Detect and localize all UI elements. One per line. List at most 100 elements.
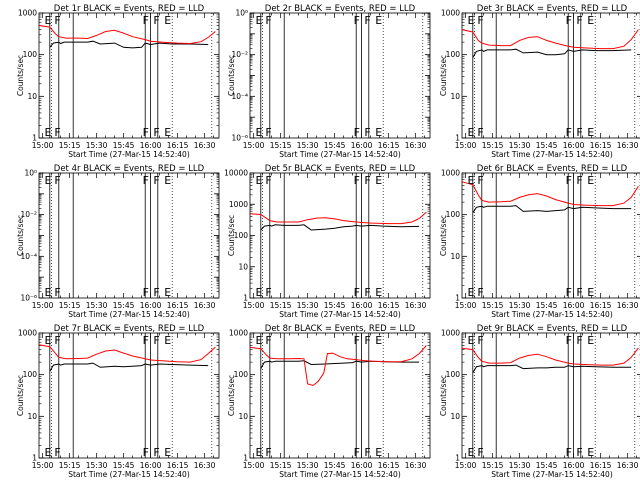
flag-label: F (153, 14, 159, 27)
y-tick-label: 100 (234, 370, 249, 379)
x-tick-label: 15:45 (113, 301, 135, 310)
x-axis-label: Start Time (27-Mar-15 14:52:40) (68, 470, 190, 479)
x-tick-label: 16:15 (378, 141, 400, 150)
flag-label: E (256, 446, 263, 459)
y-axis-label: Counts/sec (227, 375, 236, 416)
x-tick-label: 15:00 (455, 301, 477, 310)
y-tick-label: 10 (238, 412, 248, 421)
y-tick-label: 1000 (229, 329, 248, 338)
y-tick-label: 1000 (441, 9, 460, 18)
x-tick-label: 15:45 (324, 461, 346, 470)
x-tick-label: 16:00 (140, 461, 162, 470)
flag-label: F (265, 286, 271, 299)
chart-panel: Det 9r BLACK = Events, RED = LLD 1 10 100 10… (439, 324, 640, 479)
flag-label: E (468, 14, 475, 27)
flag-label: F (54, 446, 60, 459)
flag-label: E (375, 334, 382, 347)
flag-label: E (164, 446, 171, 459)
x-tick-label: 16:30 (617, 301, 639, 310)
x-tick-label: 15:45 (113, 461, 135, 470)
chart-panel: Det 8r BLACK = Events, RED = LLD 1 10 100 10… (227, 324, 431, 479)
y-tick-label: 10 (27, 92, 37, 101)
x-tick-label: 16:30 (405, 461, 427, 470)
y-tick-label: 1000 (441, 329, 460, 338)
lld-series-line (461, 347, 639, 366)
flag-label: E (375, 174, 382, 187)
flag-label: F (265, 334, 271, 347)
flag-label: E (45, 14, 52, 27)
x-tick-label: 16:30 (617, 461, 639, 470)
events-series-line (49, 40, 209, 49)
flag-label: F (566, 14, 572, 27)
flag-label: F (54, 286, 60, 299)
x-axis-label: Start Time (27-Mar-15 14:52:40) (491, 150, 613, 159)
x-tick-label: 15:45 (536, 461, 558, 470)
flag-label: F (576, 126, 582, 139)
flag-label: F (364, 126, 370, 139)
flag-label: F (477, 286, 483, 299)
y-tick-label: 10 (450, 412, 460, 421)
events-series-line (260, 224, 420, 231)
x-tick-label: 15:45 (113, 141, 135, 150)
flag-label: E (164, 14, 171, 27)
x-tick-label: 16:15 (378, 301, 400, 310)
x-tick-label: 16:15 (167, 301, 189, 310)
flag-label: E (375, 126, 382, 139)
flag-label: F (477, 334, 483, 347)
y-tick-label: 1 (455, 454, 460, 463)
flag-label: F (364, 14, 370, 27)
y-tick-label: 10⁰ (235, 9, 248, 18)
x-tick-label: 15:30 (86, 141, 108, 150)
flag-label: E (587, 334, 594, 347)
lld-series-line (249, 345, 427, 387)
plot-frame (461, 332, 640, 459)
chart-title: Det 3r BLACK = Events, RED = LLD (477, 4, 628, 14)
x-tick-label: 15:00 (243, 301, 265, 310)
flag-label: E (587, 126, 594, 139)
x-tick-label: 15:15 (59, 461, 81, 470)
chart-panel: Det 3r BLACK = Events, RED = LLD 1 10 100 10… (439, 4, 640, 159)
flag-label: E (164, 334, 171, 347)
x-tick-label: 15:30 (297, 141, 319, 150)
x-tick-label: 16:00 (563, 301, 585, 310)
y-tick-label: 10000 (224, 169, 248, 178)
flag-label: F (576, 174, 582, 187)
x-tick-label: 16:00 (140, 141, 162, 150)
x-tick-label: 15:15 (270, 461, 292, 470)
x-tick-label: 15:00 (32, 461, 54, 470)
flag-label: F (153, 446, 159, 459)
y-axis-label: Counts/sec (439, 215, 448, 256)
x-axis-label: Start Time (27-Mar-15 14:52:40) (491, 470, 613, 479)
x-tick-label: 15:15 (59, 141, 81, 150)
y-tick-label: 10⁻⁶ (231, 134, 248, 143)
flag-label: E (45, 174, 52, 187)
chart-panel: Det 2r BLACK = Events, RED = LLD 10⁻⁶ 10⁻⁴… (227, 4, 431, 159)
x-tick-label: 15:00 (455, 461, 477, 470)
flag-label: E (375, 14, 382, 27)
x-tick-label: 16:15 (590, 301, 612, 310)
chart-panel: Det 5r BLACK = Events, RED = LLD 1 10 100 10… (224, 164, 431, 319)
x-tick-label: 15:45 (324, 301, 346, 310)
flag-label: F (364, 174, 370, 187)
flag-label: F (354, 14, 360, 27)
flag-label: F (566, 446, 572, 459)
flag-label: F (153, 126, 159, 139)
x-tick-label: 15:30 (297, 461, 319, 470)
y-tick-label: 1000 (441, 169, 460, 178)
x-tick-label: 15:15 (270, 301, 292, 310)
flag-label: F (566, 174, 572, 187)
flag-label: F (143, 126, 149, 139)
flag-label: F (566, 286, 572, 299)
y-tick-label: 10 (450, 252, 460, 261)
flag-label: E (468, 334, 475, 347)
chart-title: Det 7r BLACK = Events, RED = LLD (54, 324, 205, 334)
chart-panel: Det 1r BLACK = Events, RED = LLD 1 10 100 10… (16, 4, 220, 159)
x-tick-label: 16:30 (405, 141, 427, 150)
chart-title: Det 8r BLACK = Events, RED = LLD (265, 324, 416, 334)
y-tick-label: 100 (23, 50, 38, 59)
y-tick-label: 10 (238, 262, 248, 271)
y-axis-label: Counts/sec (227, 215, 236, 256)
flag-label: F (143, 174, 149, 187)
flag-label: E (375, 286, 382, 299)
flag-label: F (364, 446, 370, 459)
